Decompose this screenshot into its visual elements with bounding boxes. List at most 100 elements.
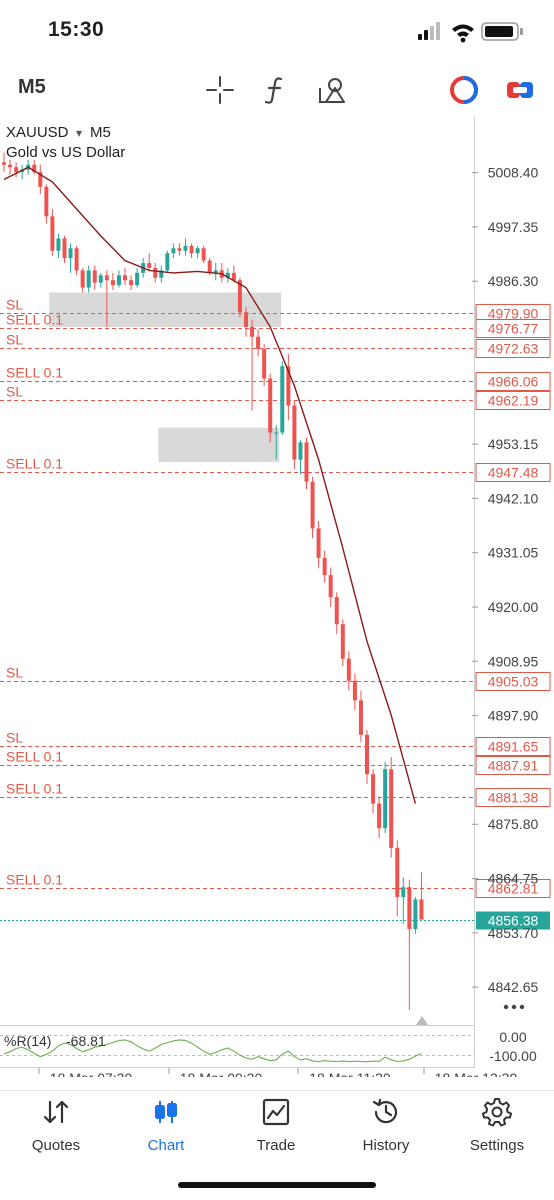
candle-body (250, 326, 255, 337)
candle (340, 619, 345, 666)
price-chart[interactable]: SL 4979.90 SELL 0.1 4976.77 SL 4972.63 SELL 0.… (0, 117, 554, 1086)
crosshair-icon[interactable] (204, 74, 236, 106)
indicator-name: %R(14) (4, 1033, 51, 1049)
level-price-tag[interactable] (475, 756, 551, 775)
candle (189, 243, 194, 259)
level-price: 4881.38 (488, 790, 539, 806)
order-level-line[interactable]: SELL 0.1 4966.06 (0, 365, 551, 391)
order-level-line[interactable]: SL 4905.03 (0, 665, 551, 691)
level-label: SL (6, 665, 23, 681)
candle-body (231, 272, 236, 281)
candle-body (352, 680, 357, 701)
candle-body (395, 847, 400, 897)
tab-history[interactable]: History (331, 1097, 441, 1167)
candle (74, 245, 79, 276)
candle (56, 233, 61, 259)
tab-trade[interactable]: Trade (221, 1097, 331, 1167)
chart-style-icon[interactable] (504, 74, 536, 106)
timeframe-button[interactable]: M5 (18, 76, 46, 98)
candle-body (201, 248, 206, 261)
level-price-tag[interactable] (475, 788, 551, 807)
indicators-icon[interactable] (260, 74, 292, 106)
candle-body (358, 700, 363, 735)
more-dots-icon[interactable] (503, 1004, 525, 1010)
candle-body (419, 899, 424, 920)
candle (286, 353, 291, 421)
supply-zone[interactable] (49, 292, 282, 327)
level-price-tag[interactable] (475, 319, 551, 338)
time-axis-label: 18 Mar 13:30 (435, 1070, 518, 1077)
level-price-tag[interactable] (475, 672, 551, 691)
scroll-end-marker[interactable] (416, 1016, 428, 1025)
candle-body (44, 186, 49, 217)
order-level-line[interactable]: SELL 0.1 4947.48 (0, 456, 551, 482)
trade-toggle-icon[interactable] (448, 74, 480, 106)
level-price-tag[interactable] (475, 737, 551, 756)
battery-icon (481, 22, 523, 41)
level-price-tag[interactable] (475, 463, 551, 482)
level-price: 4891.65 (488, 739, 539, 755)
candle-body (147, 263, 152, 268)
order-level-line[interactable]: SL 4979.90 (0, 297, 551, 323)
level-price: 4972.63 (488, 341, 539, 357)
order-level-line[interactable]: SL 4962.19 (0, 384, 551, 410)
candle-body (286, 366, 291, 406)
indicator-value: -68.81 (66, 1033, 106, 1049)
level-price-tag[interactable] (475, 391, 551, 410)
tab-settings[interactable]: Settings (442, 1097, 552, 1167)
candle-body (56, 238, 61, 251)
candle (395, 840, 400, 917)
candle-body (32, 164, 37, 173)
level-label: SELL 0.1 (6, 749, 63, 765)
order-level-line[interactable]: SL 4972.63 (0, 332, 551, 358)
price-axis-label: 4842.65 (488, 979, 539, 995)
candle-body (74, 248, 79, 271)
tab-trade-label: Trade (256, 1137, 296, 1154)
level-price-tag[interactable] (475, 372, 551, 391)
candle-body (213, 270, 218, 273)
candle (159, 265, 164, 283)
time-axis-label: 18 Mar 07:30 (50, 1070, 133, 1077)
symbol-dropdown-arrow[interactable]: ▾ (76, 126, 82, 140)
order-level-line[interactable]: SELL 0.1 4881.38 (0, 781, 551, 807)
candle (292, 400, 297, 470)
candle-body (104, 275, 109, 281)
candle (244, 307, 248, 337)
chart-symbol[interactable]: XAUUSD (6, 124, 69, 141)
candle (14, 162, 19, 178)
time-axis-label: 18 Mar 11:30 (309, 1070, 391, 1077)
order-level-line[interactable]: SELL 0.1 4887.91 (0, 749, 551, 775)
status-bar: 15:30 (0, 0, 554, 60)
trade-icon (262, 1098, 290, 1126)
level-price-tag[interactable] (475, 339, 551, 358)
candle (44, 184, 49, 224)
candle-body (237, 280, 242, 313)
objects-icon[interactable] (316, 74, 348, 106)
candle (116, 270, 121, 288)
level-price-tag[interactable] (475, 879, 551, 898)
candle (352, 673, 357, 711)
supply-zone[interactable] (158, 427, 280, 463)
candle (371, 769, 376, 814)
tab-history-label: History (362, 1137, 410, 1154)
tab-quotes[interactable]: Quotes (1, 1097, 111, 1167)
candle-body (110, 280, 115, 286)
candle-body (407, 887, 412, 929)
order-level-line[interactable]: SL 4891.65 (0, 730, 551, 756)
candle-body (153, 267, 158, 278)
candle (80, 267, 85, 293)
candle (153, 263, 158, 283)
candle-body (195, 248, 200, 254)
candle-body (280, 366, 285, 433)
candle-body (365, 734, 369, 775)
candle (262, 344, 267, 386)
moving-average-line (3, 166, 417, 804)
price-axis-label: 4897.90 (488, 708, 539, 724)
level-label: SELL 0.1 (6, 872, 63, 888)
level-price: 4976.77 (488, 321, 539, 337)
indicator-level-label: 0.00 (499, 1029, 526, 1045)
tab-chart[interactable]: Chart (111, 1097, 221, 1167)
candle (280, 361, 285, 436)
order-level-line[interactable]: SELL 0.1 4976.77 (0, 312, 551, 338)
chart-canvas[interactable]: SL 4979.90 SELL 0.1 4976.77 SL 4972.63 SELL 0.… (0, 117, 554, 1086)
